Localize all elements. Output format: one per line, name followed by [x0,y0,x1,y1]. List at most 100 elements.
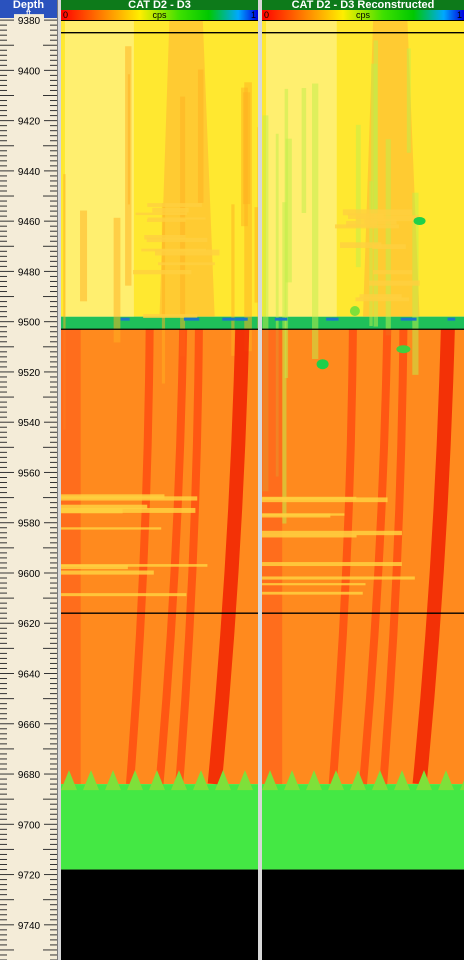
depth-label-bg [14,215,44,228]
texture-streak [340,242,382,248]
texture-streak [342,209,413,216]
texture-tooth [127,770,143,791]
texture-tooth [171,770,187,791]
depth-label-bg [14,365,44,378]
log-track-reconstructed[interactable]: CAT D2 - D3 Reconstructed cps 0 1 [262,0,464,960]
heatmap-image-reconstructed [262,21,464,960]
texture-streak [373,270,413,275]
texture-blob [413,217,426,225]
depth-label-bg [14,466,44,479]
texture-streak [61,570,154,575]
depth-label-bg [14,265,44,278]
log-track-original[interactable]: CAT D2 - D3 cps 0 1 [61,0,258,960]
zone-high [61,784,258,870]
texture-tooth [215,770,231,791]
color-scale-bar: cps 0 1 [61,10,258,21]
texture-streak [262,576,415,580]
texture-streak [347,213,384,219]
depth-track: Depth ft 9380 9400 9420 9440 9460 9480 9500 952… [0,0,58,960]
depth-label-bg [14,416,44,429]
texture-streak [113,217,121,343]
texture-streak [257,127,258,420]
texture-tooth [105,770,121,791]
texture-curve [328,329,357,785]
texture-curve [125,329,154,785]
depth-label: 9420 [18,117,41,128]
scale-unit: cps [355,10,370,20]
texture-streak [346,220,378,227]
depth-label: 9700 [18,820,41,831]
depth-label: 9380 [18,16,41,27]
depth-label-bg [14,617,44,630]
texture-streak [144,234,186,240]
depth-label-bg [14,768,44,781]
heatmap-image-original [61,21,258,960]
texture-streak [61,527,162,530]
texture-tooth [237,770,253,791]
depth-label-bg [14,14,44,27]
track-gap-left [58,0,61,960]
texture-streak [274,317,288,321]
texture-tooth [284,770,300,791]
track-title: CAT D2 - D3 [61,0,258,11]
texture-tooth [372,770,388,791]
texture-streak [80,210,88,302]
texture-streak [364,219,397,225]
depth-label-bg [14,566,44,579]
depth-label: 9480 [18,267,41,278]
scale-max-label: 1 [250,10,256,20]
texture-streak [262,530,402,536]
depth-label-bg [14,667,44,680]
scale-max-label: 1 [456,10,462,20]
texture-streak [132,269,192,275]
zone-no-data [61,869,258,960]
zone-high [61,316,258,330]
track-title: CAT D2 - D3 Reconstructed [262,0,464,11]
texture-band [61,329,81,785]
texture-streak [120,317,130,321]
texture-streak [61,504,148,510]
texture-streak [359,294,402,299]
texture-streak [355,124,361,268]
depth-label-bg [14,717,44,730]
texture-streak [183,317,200,321]
texture-tooth [438,770,454,791]
texture-curve [359,329,392,785]
texture-tooth [149,770,165,791]
texture-streak [231,204,235,356]
depth-label: 9640 [18,670,41,681]
texture-streak [282,202,287,524]
texture-streak [400,317,417,321]
texture-streak [197,69,204,203]
depth-unit: ft [25,8,31,18]
texture-streak [236,317,248,321]
texture-streak [158,262,215,266]
texture-streak [262,534,357,538]
texture-tooth [460,780,464,791]
texture-blob [396,345,411,354]
texture-tooth [394,770,410,791]
texture-streak [146,237,208,243]
texture-streak [275,133,279,477]
depth-label: 9400 [18,66,41,77]
depth-label: 9660 [18,720,41,731]
texture-streak [262,583,366,586]
texture-streak [326,317,334,321]
depth-label: 9440 [18,167,41,178]
depth-label: 9620 [18,619,41,630]
texture-streak [242,92,251,205]
depth-label: 9580 [18,519,41,530]
depth-header: Depth ft [0,0,57,18]
texture-band [64,21,134,317]
texture-streak [61,494,165,499]
zone-high [262,316,464,330]
texture-streak [154,249,220,256]
texture-streak [254,207,258,303]
texture-curve [175,329,203,785]
texture-streak [61,593,187,597]
texture-streak [334,224,399,229]
texture-tooth [306,770,322,791]
texture-streak [61,508,123,514]
zone-no-data [262,869,464,960]
texture-streak [180,96,186,357]
